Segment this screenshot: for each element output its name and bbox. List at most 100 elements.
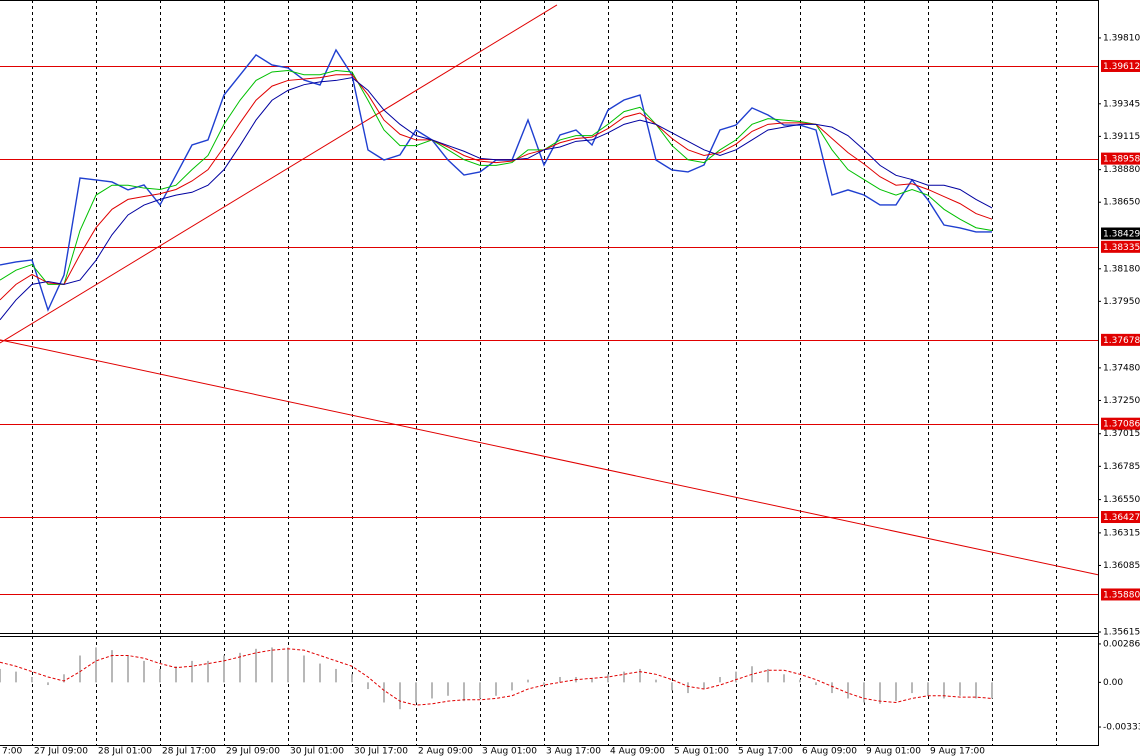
histogram-bar (95, 647, 97, 683)
histogram-bar (447, 682, 449, 696)
y-tick-label: 1.38880 (1103, 165, 1140, 175)
histogram-bar (479, 682, 481, 699)
histogram-bar (911, 682, 913, 694)
histogram-bar (655, 679, 657, 683)
histogram-bar (735, 671, 737, 683)
histogram-bar (159, 668, 161, 683)
histogram-bar (255, 648, 257, 683)
y-tick-label: 1.38650 (1103, 198, 1140, 208)
histogram-bar (383, 682, 385, 703)
level-label: 1.35880 (1103, 590, 1140, 600)
histogram-bar (799, 679, 801, 683)
histogram-bar (927, 682, 929, 696)
y-tick-label: 1.36550 (1103, 495, 1140, 505)
level-label: 1.39612 (1103, 62, 1140, 72)
x-tick-label: 9 Aug 01:00 (866, 747, 921, 756)
histogram-bar (719, 676, 721, 683)
series-line (0, 74, 993, 301)
histogram-bar (463, 682, 465, 702)
x-tick-label: 5 Aug 17:00 (738, 747, 793, 756)
y-tick-label: 1.35615 (1103, 628, 1140, 638)
y-tick-label: 1.37480 (1103, 363, 1140, 373)
histogram-bar (319, 663, 321, 683)
y-tick-label: 1.39345 (1103, 99, 1140, 109)
x-tick-label: 30 Jul 17:00 (354, 747, 408, 756)
histogram-bar (703, 682, 705, 690)
y-tick-label: 1.39810 (1103, 33, 1140, 43)
histogram-bar (223, 655, 225, 683)
x-tick-label: 3 Aug 01:00 (482, 747, 537, 756)
level-label: 1.37678 (1103, 336, 1140, 346)
x-tick-label: 3 Aug 17:00 (546, 747, 601, 756)
y-tick-label: -0.00333 (1103, 723, 1140, 733)
x-tick-label: 4 Aug 09:00 (610, 747, 665, 756)
histogram-bar (591, 678, 593, 683)
histogram-bar (415, 682, 417, 703)
histogram-bar (511, 682, 513, 691)
histogram-bar (47, 682, 49, 686)
level-label-box (1101, 588, 1140, 601)
level-label: 1.38335 (1103, 243, 1140, 253)
histogram-bar (335, 668, 337, 683)
x-tick-label: 7:00 (2, 747, 22, 756)
y-tick-label: 1.37950 (1103, 297, 1140, 307)
histogram-bar (623, 671, 625, 683)
histogram-bar (895, 682, 897, 702)
histogram-bar (559, 676, 561, 683)
level-label-box (1101, 417, 1140, 430)
trend-line (0, 4, 558, 344)
histogram-bar (15, 671, 17, 683)
histogram-bar (815, 682, 817, 686)
x-tick-label: 6 Aug 09:00 (802, 747, 857, 756)
x-tick-label: 2 Aug 09:00 (418, 747, 473, 756)
histogram-bar (303, 655, 305, 683)
histogram-bar (639, 668, 641, 683)
histogram-bar (0, 668, 1, 683)
y-tick-label: 1.36785 (1103, 462, 1140, 472)
level-label-box (1101, 152, 1140, 165)
histogram-bar (175, 666, 177, 683)
level-label: 1.36427 (1103, 513, 1140, 523)
level-label-box (1101, 59, 1140, 72)
histogram-bar (543, 682, 545, 686)
histogram-bar (239, 652, 241, 683)
y-tick-label: 1.37015 (1103, 429, 1140, 439)
y-tick-label: 0.002863 (1103, 639, 1140, 649)
histogram-bar (367, 682, 369, 690)
y-tick-label: 1.38180 (1103, 264, 1140, 274)
trend-line (0, 339, 1099, 576)
level-label-box (1101, 511, 1140, 524)
y-tick-label: 1.36315 (1103, 528, 1140, 538)
x-tick-label: 9 Aug 17:00 (930, 747, 985, 756)
histogram-bar (495, 682, 497, 696)
x-tick-label: 28 Jul 01:00 (98, 747, 152, 756)
histogram-bar (959, 682, 961, 696)
histogram-bar (399, 682, 401, 710)
histogram-bar (783, 674, 785, 683)
histogram-bar (127, 655, 129, 683)
series-line (0, 77, 993, 321)
level-label-box (1101, 240, 1140, 253)
histogram-bar (847, 682, 849, 699)
x-tick-label: 29 Jul 09:00 (226, 747, 280, 756)
histogram-bar (687, 682, 689, 694)
histogram-bar (863, 682, 865, 703)
histogram-bar (671, 682, 673, 691)
x-tick-label: 27 Jul 09:00 (34, 747, 88, 756)
series-line (0, 70, 993, 285)
histogram-bar (767, 668, 769, 683)
histogram-bar (831, 682, 833, 694)
histogram-bar (351, 674, 353, 683)
x-tick-label: 30 Jul 01:00 (290, 747, 344, 756)
histogram-bar (607, 674, 609, 683)
level-label: 1.38958 (1103, 155, 1140, 165)
histogram-bar (207, 660, 209, 683)
histogram-bar (527, 679, 529, 683)
x-tick-label: 5 Aug 01:00 (674, 747, 729, 756)
vertical-grid (32, 0, 1057, 746)
x-tick-label: 28 Jul 17:00 (162, 747, 216, 756)
y-tick-label: 1.39115 (1103, 132, 1140, 142)
